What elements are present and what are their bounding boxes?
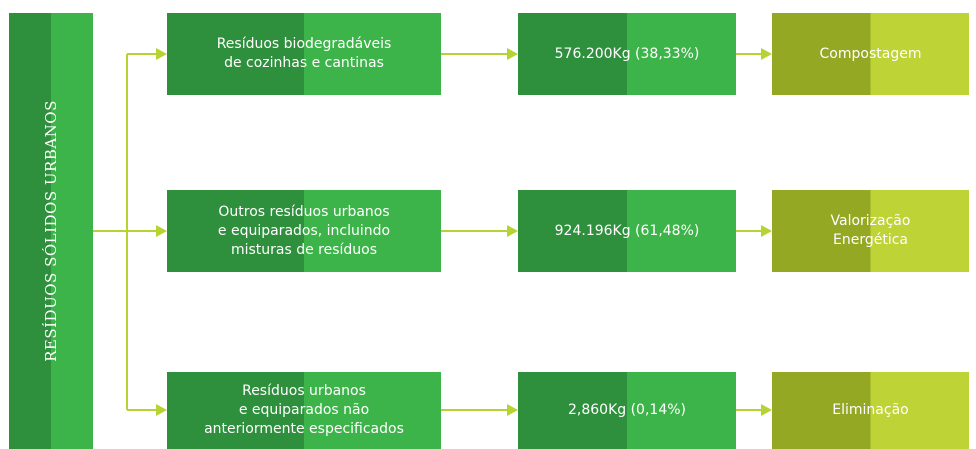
amount-label: 576.200Kg (38,33%)	[554, 45, 700, 62]
root-node: RESÍDUOS SÓLIDOS URBANOS	[9, 13, 93, 449]
destination-label: Eliminação	[832, 402, 909, 418]
category-label: Resíduos biodegradáveis de cozinhas e ca…	[216, 36, 392, 71]
destination-box-composting: Compostagem	[772, 13, 969, 95]
arrowhead	[156, 48, 167, 60]
amount-box-other-urban-waste: 924.196Kg (61,48%)	[518, 190, 736, 272]
arrowhead	[507, 48, 518, 60]
arrowhead	[761, 404, 772, 416]
arrowhead	[761, 225, 772, 237]
destination-label: Valorização Energética	[830, 213, 911, 248]
arrowhead	[156, 225, 167, 237]
amount-box-unspecified: 2,860Kg (0,14%)	[518, 372, 736, 449]
amount-label: 2,860Kg (0,14%)	[568, 402, 686, 418]
arrowhead	[156, 404, 167, 416]
arrowhead	[507, 404, 518, 416]
category-label: Resíduos urbanos e equiparados não anter…	[204, 383, 404, 437]
destination-box-energy-recovery: Valorização Energética	[772, 190, 969, 272]
root-label: RESÍDUOS SÓLIDOS URBANOS	[42, 100, 60, 362]
amount-box-biodegradable: 576.200Kg (38,33%)	[518, 13, 736, 95]
destination-box-disposal: Eliminação	[772, 372, 969, 449]
category-box-unspecified: Resíduos urbanos e equiparados não anter…	[167, 372, 441, 449]
arrowhead	[507, 225, 518, 237]
category-box-other-urban-waste: Outros resíduos urbanos e equiparados, i…	[167, 190, 441, 272]
arrowhead	[761, 48, 772, 60]
amount-label: 924.196Kg (61,48%)	[554, 222, 700, 239]
category-box-biodegradable: Resíduos biodegradáveis de cozinhas e ca…	[167, 13, 441, 95]
category-label: Outros resíduos urbanos e equiparados, i…	[217, 203, 391, 258]
destination-label: Compostagem	[819, 45, 922, 62]
